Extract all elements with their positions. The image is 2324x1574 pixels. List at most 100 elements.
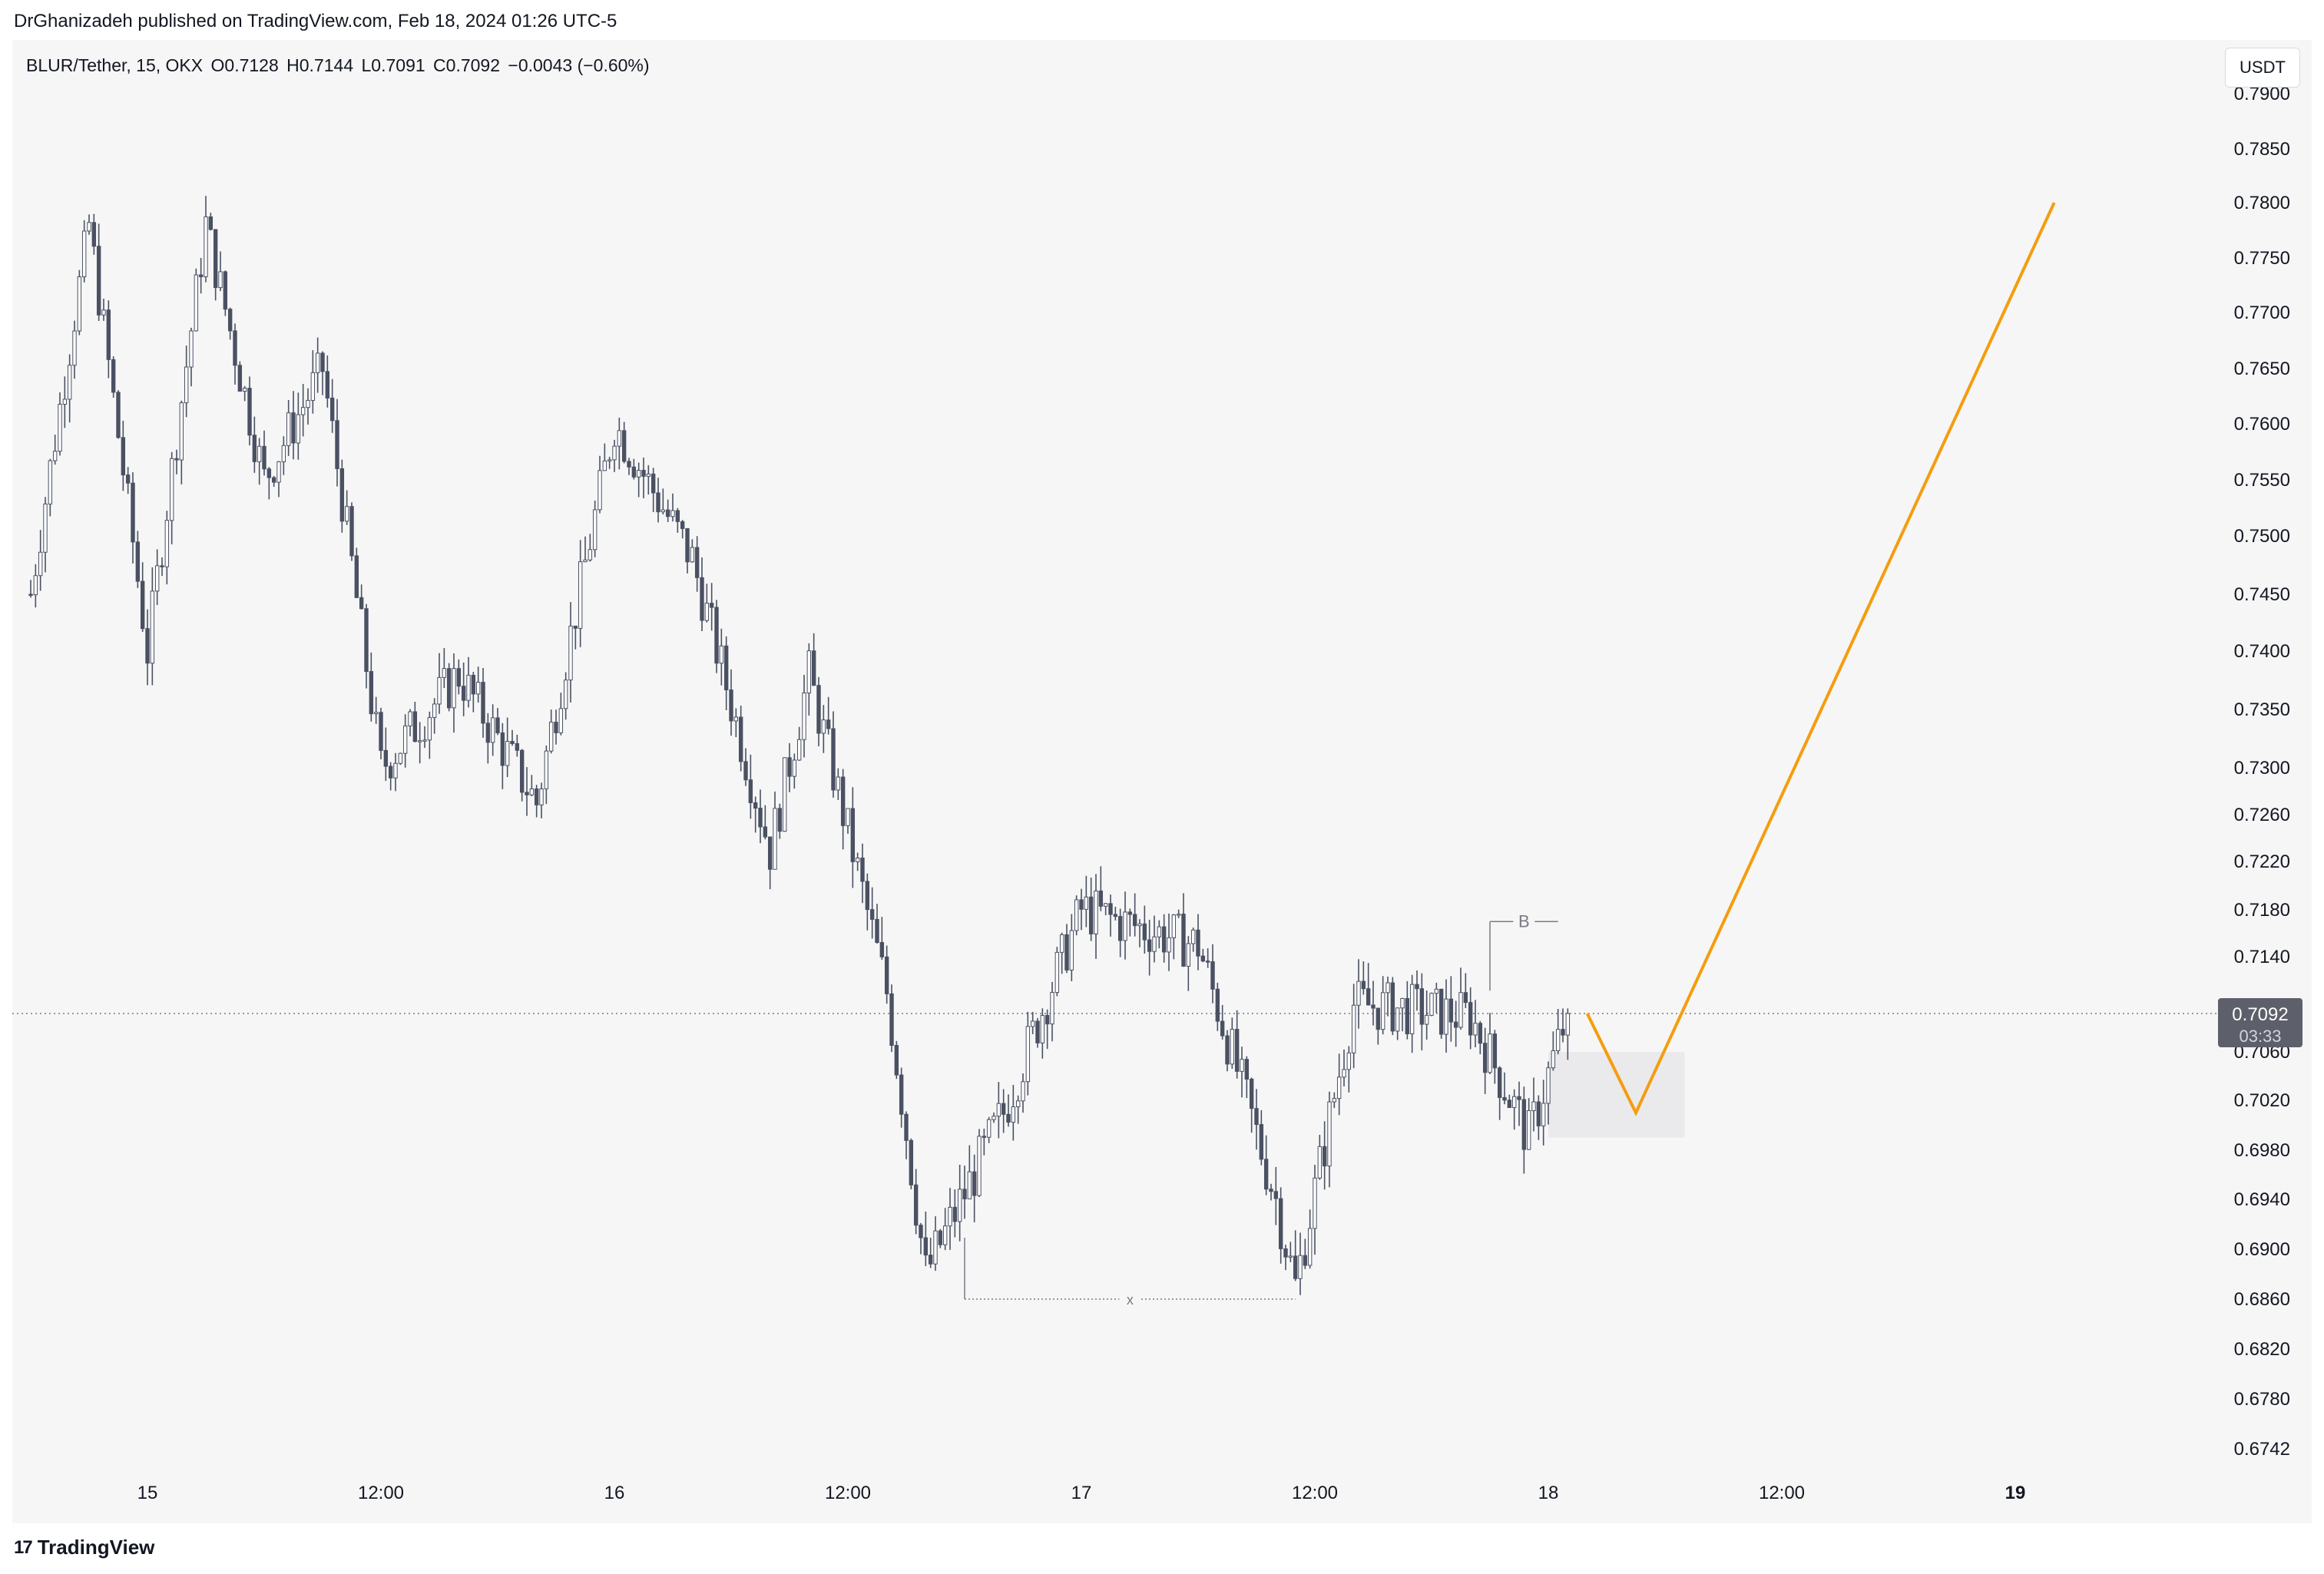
y-tick-label: 0.7300 — [2234, 758, 2290, 779]
candle-body — [204, 216, 208, 277]
y-tick-label: 0.7550 — [2234, 470, 2290, 491]
candle-body — [729, 689, 733, 722]
candle-body — [495, 717, 500, 733]
candle-body — [1142, 923, 1147, 941]
candle-body — [621, 430, 627, 462]
candle-body — [1263, 1159, 1269, 1190]
y-tick-label: 0.7020 — [2234, 1090, 2290, 1111]
candle-body — [1293, 1255, 1298, 1279]
annotation-zone-rectangle[interactable] — [1548, 1052, 1685, 1138]
candle-body — [909, 1139, 914, 1185]
candle-body — [422, 739, 427, 742]
candle-body — [1006, 1113, 1011, 1123]
candle-body — [266, 468, 272, 478]
candle-body — [1132, 914, 1137, 927]
change-value: −0.0043 (−0.60%) — [508, 55, 650, 75]
candle-body — [1390, 982, 1395, 1032]
candle-body — [218, 271, 223, 289]
candle-body — [894, 1044, 899, 1076]
candle-body — [1054, 951, 1060, 994]
candle-body — [1555, 1029, 1561, 1051]
candle-body — [461, 686, 466, 701]
candle-body — [1108, 903, 1113, 915]
candle-body — [534, 788, 539, 805]
candle-body — [919, 1225, 923, 1238]
projection-path[interactable] — [1585, 202, 2056, 1116]
candle-body — [777, 808, 783, 832]
candle-body — [164, 520, 170, 567]
candle-body — [1531, 1101, 1536, 1112]
candle-body — [879, 941, 885, 957]
candle-body — [1181, 914, 1186, 967]
candle-body — [816, 685, 821, 734]
candle-body — [548, 722, 554, 752]
candle-body — [563, 680, 568, 709]
y-tick-label: 0.7500 — [2234, 526, 2290, 547]
x-tick-label: 15 — [137, 1483, 158, 1503]
candle-body — [1327, 1101, 1332, 1167]
candle-body — [315, 352, 320, 373]
currency-button[interactable]: USDT — [2225, 48, 2300, 88]
candle-body — [33, 575, 38, 596]
candle-body — [154, 565, 160, 592]
candle-body — [432, 703, 437, 719]
candle-body — [116, 392, 121, 438]
candle-body — [91, 222, 97, 247]
candle-body — [1458, 992, 1463, 1028]
candle-body — [836, 776, 841, 791]
candle-body — [1069, 930, 1074, 971]
candle-body — [1551, 1050, 1556, 1069]
high-value: H0.7144 — [286, 55, 354, 75]
last-price-label-bg — [2218, 998, 2302, 1047]
candle-body — [1342, 1069, 1346, 1078]
candle-body — [1415, 984, 1419, 990]
candle-body — [242, 388, 247, 392]
candle-body — [1307, 1228, 1313, 1266]
candle-body — [140, 580, 145, 630]
candle-body — [977, 1136, 982, 1196]
candle-body — [982, 1136, 987, 1138]
symbol-name[interactable]: BLUR/Tether, 15, OKX — [26, 55, 204, 75]
candle-body — [184, 366, 189, 404]
candle-body — [942, 1225, 948, 1245]
candle-body — [680, 521, 685, 529]
candle-body — [1303, 1255, 1308, 1266]
candle-body — [1473, 1023, 1478, 1036]
candle-body — [456, 668, 462, 687]
candle-body — [335, 420, 339, 469]
candle-body — [442, 668, 447, 678]
candle-body — [617, 430, 622, 447]
candle-body — [427, 717, 432, 741]
candle-body — [471, 674, 476, 695]
candle-body — [373, 712, 379, 715]
x-tick-label: 12:00 — [1759, 1483, 1805, 1503]
candle-body — [869, 909, 875, 920]
candle-body — [257, 445, 262, 462]
candle-body — [1186, 943, 1191, 967]
bar-countdown: 03:33 — [2239, 1027, 2281, 1046]
candle-body — [1240, 1059, 1244, 1072]
candle-body — [281, 445, 286, 462]
candle-body — [607, 459, 612, 461]
x-tick-label: 19 — [2005, 1483, 2026, 1503]
candle-body — [485, 723, 491, 743]
tradingview-brand[interactable]: 17 TradingView — [14, 1536, 154, 1559]
candle-body — [544, 750, 549, 789]
candle-body — [1176, 914, 1181, 916]
last-price-value: 0.7092 — [2232, 1004, 2288, 1025]
candle-body — [1283, 1248, 1288, 1258]
candle-body — [1526, 1110, 1531, 1150]
candle-body — [831, 728, 836, 791]
candle-body — [996, 1103, 1001, 1117]
candle-body — [992, 1116, 996, 1120]
candle-body — [1044, 1014, 1050, 1025]
candle-body — [354, 555, 359, 598]
candle-body — [233, 330, 237, 366]
candle-body — [87, 222, 91, 232]
candle-body — [500, 732, 505, 766]
candle-body — [1346, 1052, 1352, 1070]
candle-body — [1021, 1081, 1025, 1102]
candle-body — [1400, 997, 1405, 1009]
candle-body — [967, 1171, 972, 1199]
